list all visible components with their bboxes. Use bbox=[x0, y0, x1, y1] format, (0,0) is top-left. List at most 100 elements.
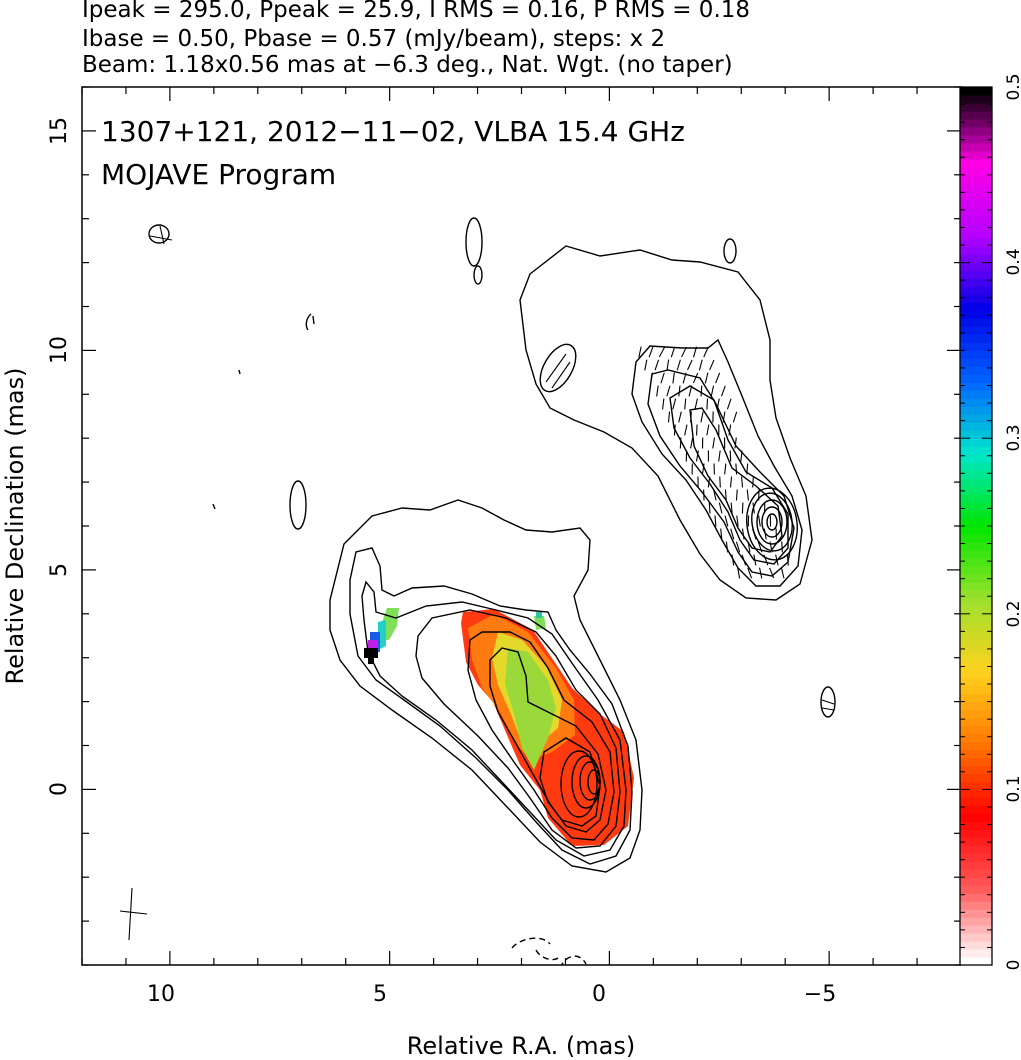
colorbar-swatch bbox=[960, 286, 992, 296]
colorbar-swatch bbox=[960, 526, 992, 535]
evpa-tick bbox=[758, 515, 761, 527]
colorbar-swatch bbox=[960, 933, 992, 942]
contour-blob-a bbox=[465, 217, 483, 267]
evpa-tick bbox=[692, 346, 698, 358]
colorbar-swatch bbox=[960, 310, 992, 320]
contour-negative-a bbox=[511, 937, 559, 961]
colorbar-swatch bbox=[960, 709, 992, 719]
colorbar-swatch bbox=[960, 366, 992, 375]
colorbar-swatch bbox=[960, 126, 992, 136]
evpa-tick bbox=[724, 489, 727, 501]
colorbar-swatch bbox=[960, 549, 992, 559]
colorbar-swatch bbox=[960, 621, 992, 631]
hatch-line bbox=[545, 353, 567, 383]
evpa-tick bbox=[681, 346, 687, 358]
polarization-region-knot bbox=[534, 616, 546, 630]
colorbar-swatch bbox=[960, 957, 992, 966]
y-axis-label: Relative Declination (mas) bbox=[1, 367, 29, 684]
colorbar-swatch bbox=[960, 238, 992, 248]
contour-core-8 bbox=[560, 750, 598, 818]
colorbar-swatch bbox=[960, 102, 992, 112]
contour-main-2 bbox=[349, 547, 633, 865]
contour-core-11 bbox=[587, 769, 601, 795]
evpa-tick bbox=[718, 450, 721, 462]
colorbar-swatch bbox=[960, 629, 992, 639]
evpa-tick bbox=[688, 385, 693, 397]
contour-main-7 bbox=[539, 737, 601, 827]
colorbar-swatch bbox=[960, 182, 992, 192]
evpa-tick bbox=[741, 554, 747, 566]
evpa-tick bbox=[673, 424, 676, 436]
evpa-tick bbox=[666, 385, 671, 397]
header-line-2: Ibase = 0.50, Pbase = 0.57 (mJy/beam), s… bbox=[82, 26, 666, 52]
colorbar-swatch bbox=[960, 749, 992, 759]
colorbar-swatch bbox=[960, 741, 992, 751]
colorbar-swatch bbox=[960, 446, 992, 455]
evpa-tick bbox=[734, 437, 737, 449]
evpa-tick bbox=[650, 372, 654, 384]
evpa-tick bbox=[747, 541, 751, 553]
colorbar-swatch bbox=[960, 158, 992, 168]
colorbar-swatch bbox=[960, 342, 992, 351]
evpa-tick bbox=[703, 346, 709, 358]
evpa-tick bbox=[715, 372, 721, 384]
contour-nw-1 bbox=[519, 245, 813, 601]
x-axis-label: Relative R.A. (mas) bbox=[407, 1032, 635, 1060]
colorbar-swatch bbox=[960, 214, 992, 224]
colorbar-tick-label: 0 bbox=[1004, 960, 1021, 971]
x-tick-label: 0 bbox=[592, 982, 606, 1007]
colorbar-swatch bbox=[960, 262, 992, 272]
evpa-tick bbox=[676, 359, 681, 371]
evpa-tick bbox=[775, 554, 779, 566]
contour-negative-b bbox=[560, 955, 587, 965]
polarization-region-green bbox=[505, 648, 556, 770]
evpa-tick bbox=[692, 372, 699, 384]
polarization-region-knot-tip bbox=[536, 612, 542, 618]
colorbar-swatch bbox=[960, 518, 992, 527]
evpa-tick bbox=[660, 372, 665, 384]
colorbar-swatch bbox=[960, 222, 992, 232]
evpa-tick bbox=[662, 398, 665, 410]
evpa-tick bbox=[672, 372, 675, 384]
colorbar-swatch bbox=[960, 134, 992, 144]
axis-ticks bbox=[81, 86, 962, 966]
colorbar-swatch bbox=[960, 174, 992, 184]
colorbar-swatch bbox=[960, 462, 992, 471]
colorbar-swatch bbox=[960, 613, 992, 623]
colorbar-swatch bbox=[960, 502, 992, 511]
colorbar-swatch bbox=[960, 821, 992, 830]
colorbar-swatch bbox=[960, 270, 992, 280]
evpa-tick bbox=[752, 528, 757, 540]
chart-title: 1307+121, 2012−11−02, VLBA 15.4 GHz bbox=[101, 115, 685, 148]
colorbar-swatch bbox=[960, 406, 992, 415]
evpa-tick bbox=[747, 567, 753, 579]
evpa-tick bbox=[718, 502, 723, 514]
evpa-tick bbox=[707, 476, 711, 488]
colorbar-swatch bbox=[960, 917, 992, 926]
evpa-tick bbox=[701, 463, 705, 475]
evpa-tick bbox=[730, 502, 733, 514]
evpa-tick bbox=[786, 554, 789, 566]
colorbar-swatch bbox=[960, 797, 992, 806]
colorbar-swatch bbox=[960, 837, 992, 846]
colorbar-swatch bbox=[960, 893, 992, 902]
colorbar-swatch bbox=[960, 110, 992, 120]
evpa-tick bbox=[678, 411, 682, 423]
colorbar-swatch bbox=[960, 278, 992, 288]
contour-nw-4 bbox=[669, 385, 789, 565]
contour-blob-b bbox=[473, 265, 483, 285]
evpa-tick bbox=[720, 385, 726, 397]
colorbar-swatch bbox=[960, 334, 992, 344]
evpa-tick bbox=[695, 450, 699, 462]
colorbar bbox=[960, 87, 992, 966]
colorbar-tick-label: 0.5 bbox=[1004, 73, 1021, 100]
colorbar-swatch bbox=[960, 781, 992, 790]
evpa-tick bbox=[736, 515, 739, 527]
colorbar-swatch bbox=[960, 869, 992, 878]
colorbar-swatch bbox=[960, 669, 992, 679]
colorbar-swatch bbox=[960, 877, 992, 886]
colorbar-swatch bbox=[960, 246, 992, 256]
colorbar-swatch bbox=[960, 382, 992, 391]
evpa-tick bbox=[690, 437, 694, 449]
evpa-tick bbox=[780, 567, 785, 579]
